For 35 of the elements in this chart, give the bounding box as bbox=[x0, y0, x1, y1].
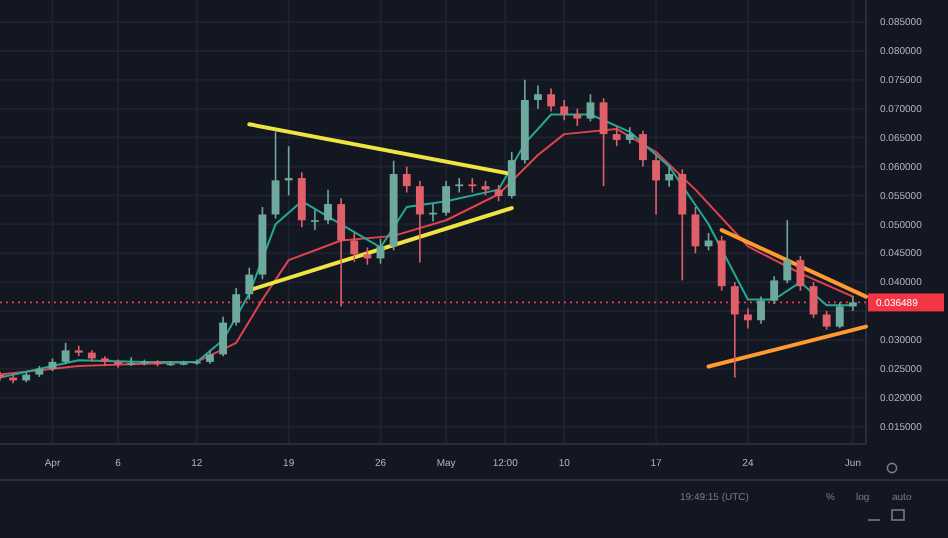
candlestick bbox=[678, 168, 687, 282]
candlestick bbox=[652, 154, 660, 216]
candlestick bbox=[442, 180, 451, 217]
candlestick bbox=[730, 281, 739, 379]
candlestick bbox=[809, 281, 818, 319]
candlestick bbox=[757, 295, 765, 325]
candlestick bbox=[337, 197, 346, 308]
candlestick bbox=[770, 275, 779, 305]
candlestick bbox=[835, 301, 844, 330]
candlestick bbox=[61, 342, 70, 366]
candlestick bbox=[796, 255, 805, 292]
candlestick bbox=[297, 171, 306, 228]
candlestick bbox=[127, 356, 136, 367]
candlestick bbox=[534, 84, 542, 110]
candlestick bbox=[560, 99, 569, 122]
candlestick bbox=[639, 129, 647, 168]
candlestick bbox=[691, 206, 700, 255]
candlestick bbox=[586, 93, 595, 123]
candlestick bbox=[350, 232, 359, 263]
candlestick bbox=[232, 287, 241, 327]
candlestick bbox=[415, 180, 424, 264]
candlestick bbox=[324, 188, 332, 226]
candlestick bbox=[547, 87, 556, 113]
candlestick bbox=[219, 316, 227, 357]
candlestick bbox=[612, 125, 621, 148]
candlestick bbox=[665, 165, 674, 188]
candlestick bbox=[599, 97, 608, 187]
candlestick bbox=[507, 151, 516, 200]
candlestick bbox=[310, 209, 319, 231]
candlestick bbox=[402, 165, 411, 194]
candlestick bbox=[245, 266, 254, 301]
candlestick bbox=[822, 310, 831, 331]
candlestick bbox=[783, 219, 792, 285]
candlestick bbox=[455, 177, 464, 194]
candlestick bbox=[717, 235, 726, 292]
